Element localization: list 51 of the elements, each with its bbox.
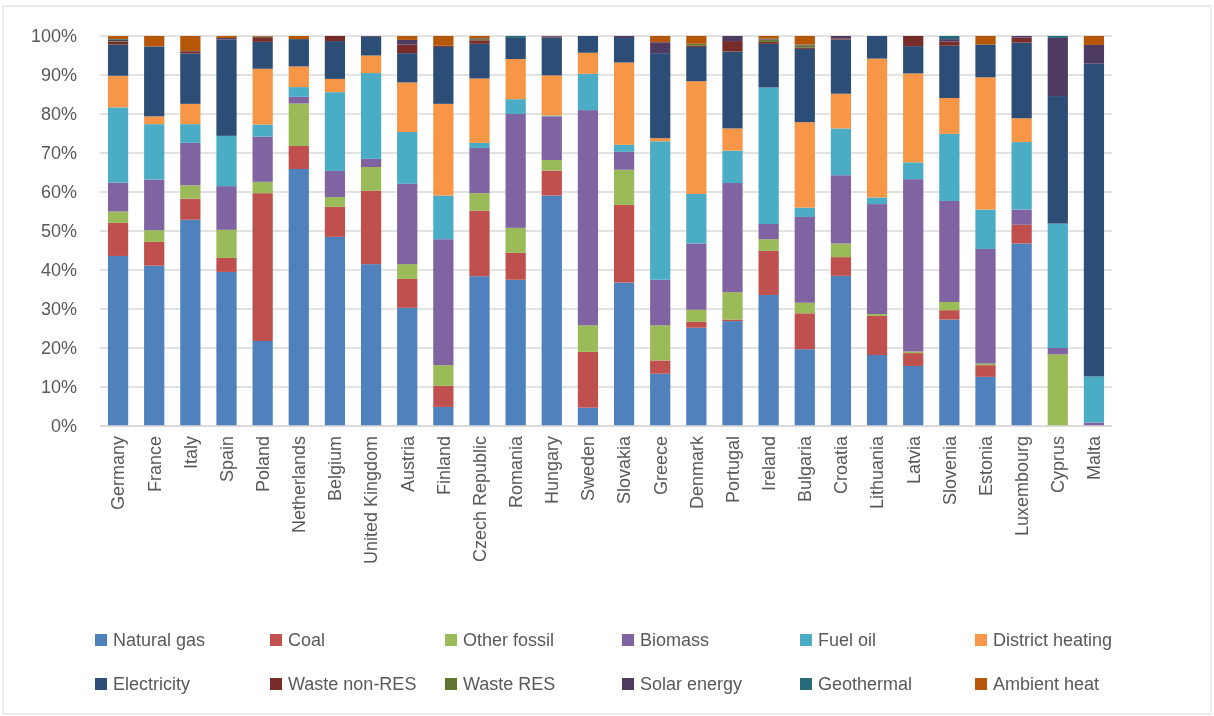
- x-tick-label: Latvia: [903, 435, 924, 485]
- legend-label: Ambient heat: [993, 674, 1100, 695]
- x-tick-label: United Kingdom: [361, 436, 382, 565]
- y-tick-label: 80%: [40, 104, 77, 125]
- x-tick-label: Austria: [397, 435, 418, 493]
- y-tick-label: 50%: [40, 221, 77, 242]
- y-tick-label: 0%: [50, 416, 77, 437]
- x-tick-label: Malta: [1084, 435, 1105, 481]
- y-tick-label: 10%: [40, 377, 77, 398]
- x-tick-label: Ireland: [758, 436, 779, 492]
- legend-label: Biomass: [640, 630, 710, 651]
- x-tick-label: Romania: [505, 435, 526, 509]
- legend-label: Fuel oil: [818, 630, 877, 651]
- x-tick-label: Germany: [108, 436, 129, 511]
- y-tick-label: 20%: [40, 338, 77, 359]
- y-tick-label: 40%: [40, 260, 77, 281]
- x-tick-label: Italy: [180, 436, 201, 470]
- x-tick-label: Luxembourg: [1011, 436, 1032, 537]
- x-tick-label: Spain: [216, 436, 237, 483]
- y-tick-label: 90%: [40, 65, 77, 86]
- legend-label: Electricity: [113, 674, 191, 695]
- legend-label: Other fossil: [463, 630, 555, 651]
- x-tick-label: Poland: [252, 436, 273, 493]
- legend-label: Waste RES: [463, 674, 556, 695]
- y-tick-label: 60%: [40, 182, 77, 203]
- x-tick-label: Hungary: [542, 436, 563, 505]
- x-tick-label: Cyprus: [1048, 436, 1069, 494]
- x-tick-label: France: [144, 436, 165, 493]
- x-tick-label: Bulgaria: [795, 435, 816, 503]
- x-tick-label: Portugal: [722, 436, 743, 504]
- legend-label: Natural gas: [113, 630, 206, 651]
- y-tick-label: 30%: [40, 299, 77, 320]
- x-tick-label: Slovakia: [614, 435, 635, 505]
- x-tick-label: Greece: [650, 436, 671, 496]
- legend-label: Waste non-RES: [288, 674, 417, 695]
- x-tick-label: Sweden: [578, 436, 599, 502]
- x-tick-label: Lithuania: [867, 435, 888, 510]
- x-tick-label: Estonia: [975, 435, 996, 497]
- legend-label: Solar energy: [640, 674, 743, 695]
- legend-label: District heating: [993, 630, 1113, 651]
- x-tick-label: Belgium: [325, 436, 346, 502]
- legend-label: Geothermal: [818, 674, 913, 695]
- x-tick-label: Czech Republic: [469, 436, 490, 563]
- legend-label: Coal: [288, 630, 326, 651]
- x-tick-label: Denmark: [686, 435, 707, 510]
- x-tick-label: Croatia: [831, 435, 852, 495]
- x-tick-label: Netherlands: [289, 436, 310, 534]
- x-tick-label: Finland: [433, 436, 454, 496]
- y-tick-label: 100%: [30, 26, 77, 47]
- y-tick-label: 70%: [40, 143, 77, 164]
- x-tick-label: Slovenia: [939, 435, 960, 506]
